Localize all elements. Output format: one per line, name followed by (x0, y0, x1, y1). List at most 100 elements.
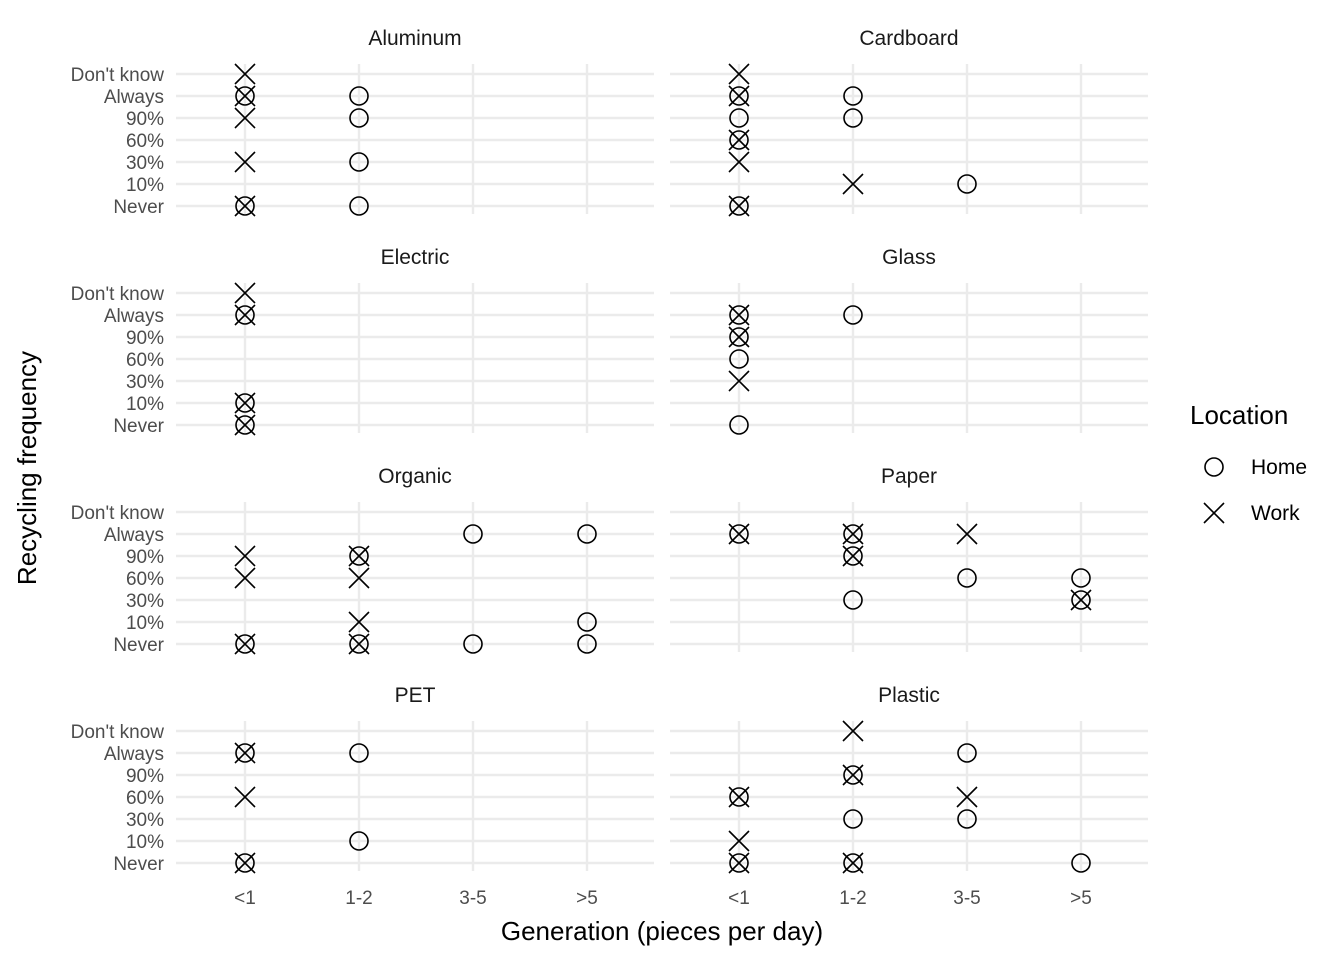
point-work-1-never (234, 852, 256, 874)
point-work-1-60 (728, 129, 750, 151)
point-home-1-90 (729, 327, 749, 347)
panel-title: Aluminum (368, 27, 461, 50)
point-work-1-30 (728, 370, 750, 392)
y-axis-title: Recycling frequency (12, 351, 42, 585)
point-home-3-5-30 (957, 809, 977, 829)
y-tick-label: 90% (126, 766, 164, 787)
y-tick-label: Always (104, 306, 164, 327)
point-work-1-never (728, 195, 750, 217)
point-home-3-5-always (957, 743, 977, 763)
point-home-1-2-always (843, 524, 863, 544)
point-home-1-always (235, 743, 255, 763)
panel-glass: Glass (670, 246, 1148, 435)
y-tick-label: Don't know (71, 65, 165, 86)
point-work-1-60 (234, 786, 256, 808)
x-tick-label: 1-2 (345, 888, 372, 909)
point-home-1-2-always (349, 86, 369, 106)
point-home-5-60 (1071, 568, 1091, 588)
point-work-1-10 (234, 392, 256, 414)
y-tick-label: 30% (126, 153, 164, 174)
point-home-1-60 (729, 349, 749, 369)
series-work (234, 63, 256, 217)
y-tick-label: 60% (126, 131, 164, 152)
point-work-1-30 (234, 151, 256, 173)
point-home-1-2-90 (843, 765, 863, 785)
legend-key-work (1203, 502, 1225, 524)
y-tick-label: 90% (126, 109, 164, 130)
y-tick-label: Never (113, 635, 164, 656)
point-home-1-always (729, 524, 749, 544)
series-work (234, 742, 256, 874)
y-tick-label: 60% (126, 788, 164, 809)
y-tick-label: 10% (126, 832, 164, 853)
x-tick-label: 3-5 (953, 888, 980, 909)
point-work-1-don-t-know (728, 63, 750, 85)
legend-item-home: Home (1204, 456, 1307, 479)
panel-paper: Paper (670, 465, 1148, 652)
series-home (235, 524, 597, 654)
point-home-1-never (235, 196, 255, 216)
point-work-1-always (234, 304, 256, 326)
point-work-1-don-t-know (234, 282, 256, 304)
point-home-1-2-90 (349, 108, 369, 128)
panel-plastic: Plastic (670, 684, 1148, 874)
panel-title: PET (395, 684, 436, 707)
point-work-1-2-don-t-know (842, 720, 864, 742)
point-home-1-2-90 (349, 546, 369, 566)
y-tick-label: 60% (126, 350, 164, 371)
y-tick-label: 10% (126, 175, 164, 196)
y-tick-label: Never (113, 416, 164, 437)
point-work-1-2-10 (842, 173, 864, 195)
point-home-5-always (577, 524, 597, 544)
legend-label: Home (1251, 456, 1307, 479)
point-work-1-2-90 (842, 764, 864, 786)
y-tick-label: Don't know (71, 284, 165, 305)
series-home (729, 86, 977, 216)
point-work-1-60 (728, 786, 750, 808)
x-axis-title: Generation (pieces per day) (501, 916, 823, 946)
point-home-5-10 (577, 612, 597, 632)
point-work-5-30 (1070, 589, 1092, 611)
panel-title: Plastic (878, 684, 940, 707)
y-tick-label: 60% (126, 569, 164, 590)
series-work (728, 720, 978, 874)
point-work-1-90 (234, 107, 256, 129)
point-work-1-30 (728, 151, 750, 173)
y-tick-label: Don't know (71, 722, 165, 743)
point-work-1-10 (728, 830, 750, 852)
y-tick-label: Don't know (71, 503, 165, 524)
point-home-1-2-never (843, 853, 863, 873)
point-home-1-always (235, 305, 255, 325)
point-home-3-5-60 (957, 568, 977, 588)
point-work-1-90 (234, 545, 256, 567)
point-work-1-always (234, 85, 256, 107)
y-tick-label: 10% (126, 394, 164, 415)
point-home-1-60 (729, 787, 749, 807)
y-tick-label: Always (104, 525, 164, 546)
point-home-1-60 (729, 130, 749, 150)
point-work-1-2-60 (348, 567, 370, 589)
legend: Location Home Work (1190, 400, 1307, 525)
point-home-1-never (729, 853, 749, 873)
point-work-1-don-t-know (234, 63, 256, 85)
point-work-1-always (728, 304, 750, 326)
series-work (728, 63, 864, 217)
point-home-1-never (729, 415, 749, 435)
point-home-1-2-30 (349, 152, 369, 172)
point-work-1-2-never (348, 633, 370, 655)
point-work-1-always (234, 742, 256, 764)
x-tick-label: <1 (728, 888, 750, 909)
x-tick-label: <1 (234, 888, 256, 909)
point-home-1-2-always (843, 86, 863, 106)
point-home-1-always (729, 86, 749, 106)
point-home-1-2-90 (843, 108, 863, 128)
point-work-1-never (234, 195, 256, 217)
point-home-3-5-10 (957, 174, 977, 194)
legend-item-work: Work (1203, 502, 1300, 525)
panel-title: Glass (882, 246, 936, 269)
point-work-3-5-60 (956, 786, 978, 808)
point-home-1-90 (729, 108, 749, 128)
